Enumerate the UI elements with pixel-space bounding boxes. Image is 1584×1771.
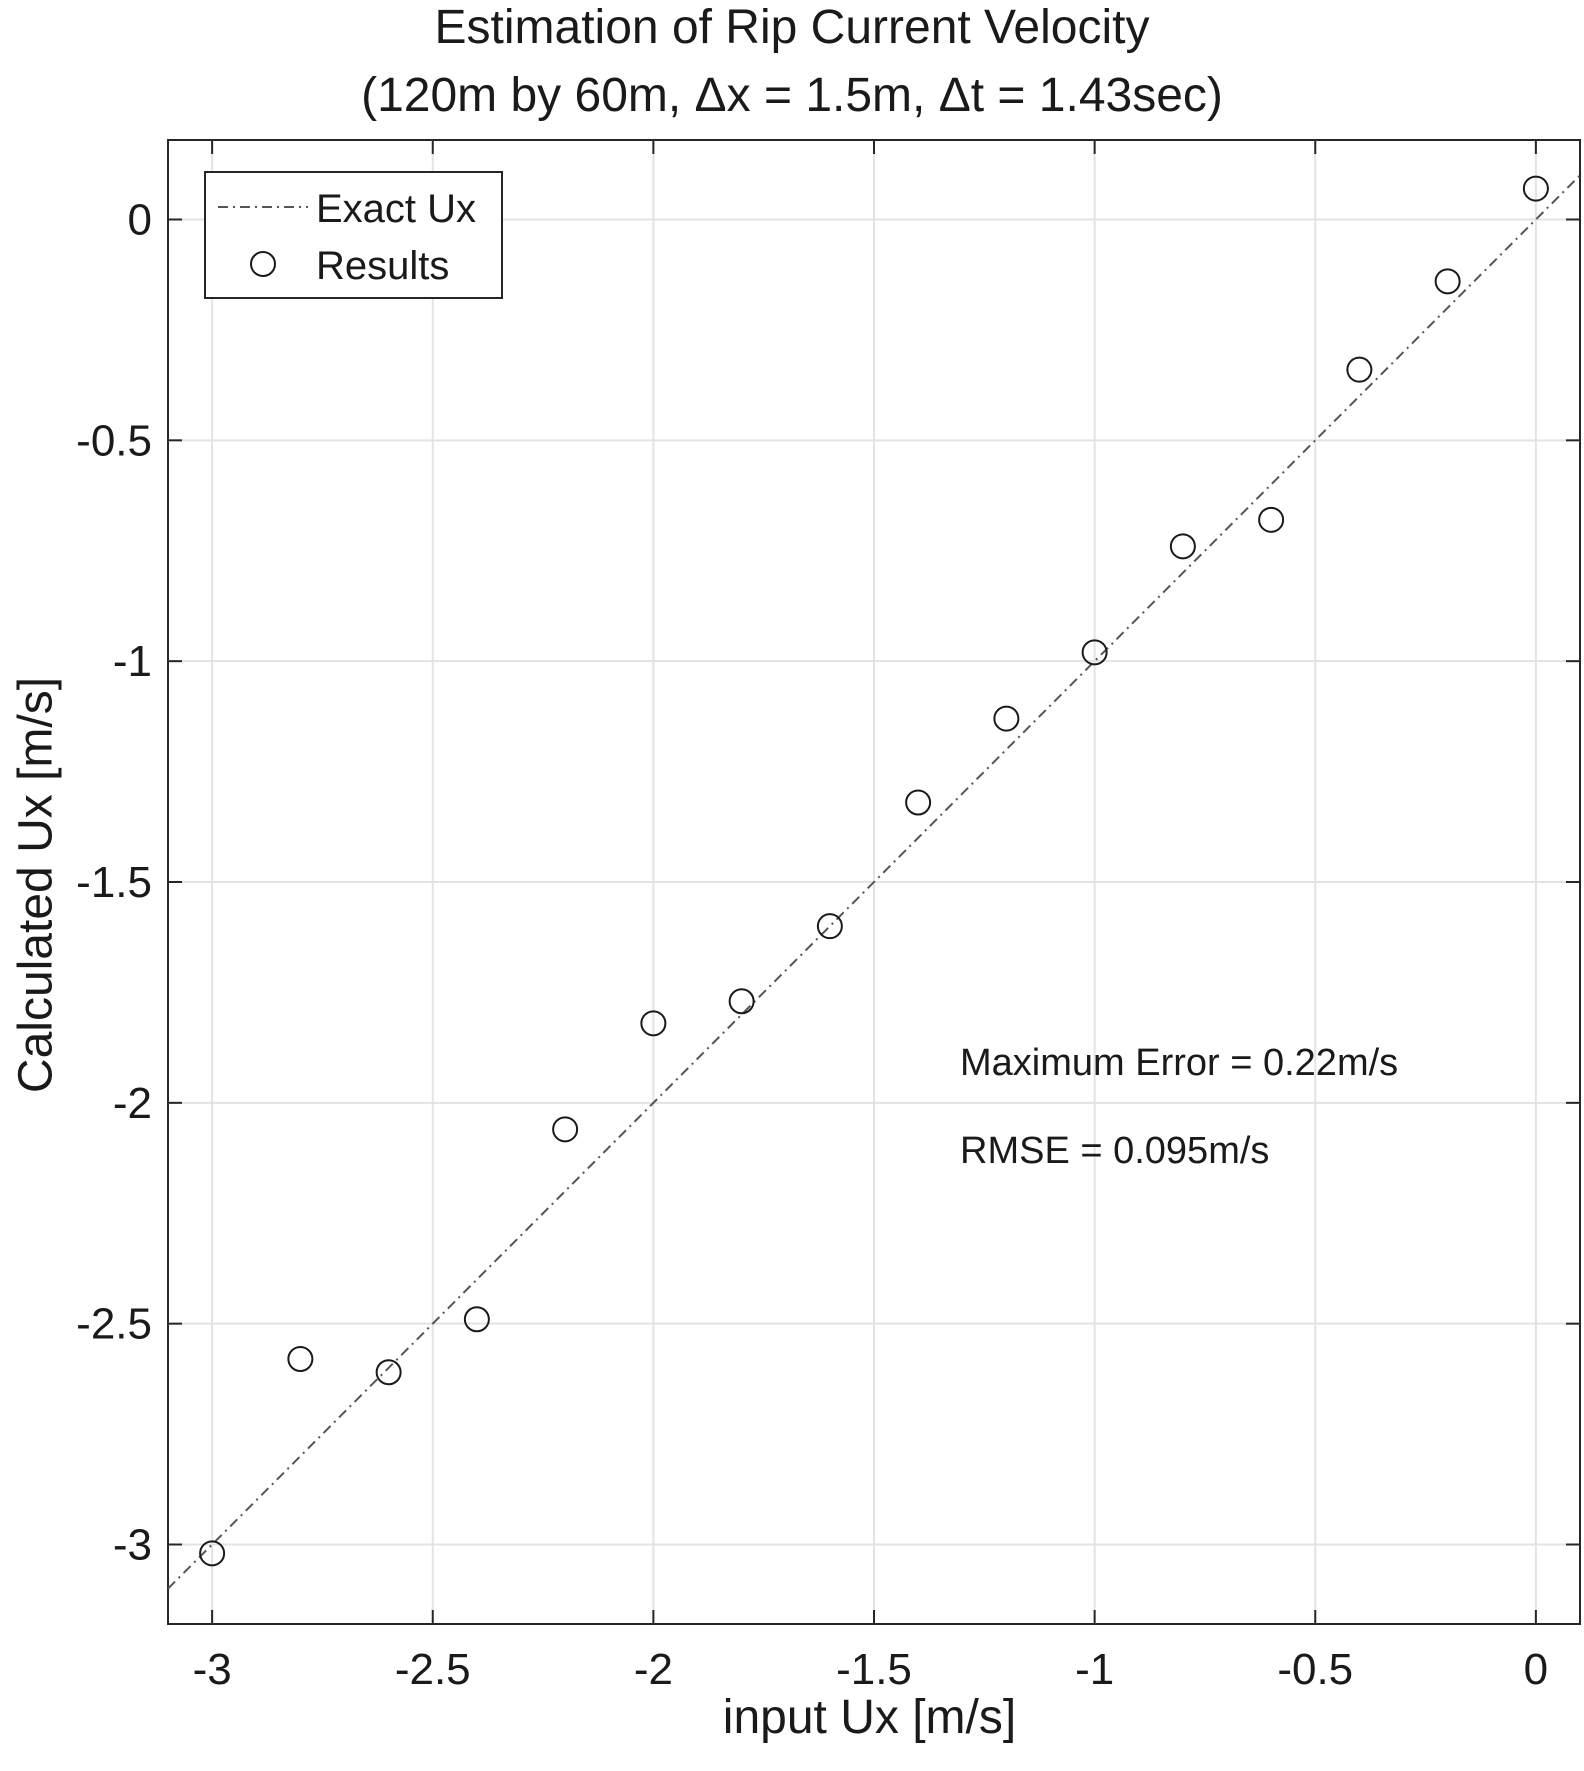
- result-point: [552, 1116, 579, 1143]
- result-point: [287, 1346, 314, 1372]
- result-point: [640, 1010, 667, 1037]
- y-tick-label: -1.5: [76, 858, 152, 907]
- y-tick-label: -1: [113, 637, 152, 686]
- annotation-max-error: Maximum Error = 0.22m/s: [960, 1042, 1398, 1084]
- y-axis-label: Calculated Ux [m/s]: [9, 676, 63, 1094]
- x-tick-label: -2.5: [395, 1645, 471, 1694]
- y-tick-label: 0: [128, 196, 152, 245]
- legend-label-results: Results: [316, 244, 449, 288]
- y-tick-label: -0.5: [76, 416, 152, 465]
- annotation-rmse: RMSE = 0.095m/s: [960, 1130, 1269, 1172]
- result-point: [1081, 639, 1108, 666]
- exact-ux-line: [167, 174, 1581, 1590]
- result-point: [728, 988, 755, 1015]
- result-point: [463, 1306, 490, 1333]
- x-tick-label: -1: [1075, 1645, 1114, 1694]
- tick-labels: -3 -2.5 -2 -1.5 -1 -0.5 0 0 -0.5 -1 -1.5 -2 -2.5 -3: [76, 196, 1548, 1695]
- x-tick-label: -2: [634, 1645, 673, 1694]
- result-point: [199, 1540, 226, 1567]
- y-tick-label: -2: [113, 1079, 152, 1128]
- result-point: [375, 1359, 402, 1386]
- result-point: [1522, 175, 1549, 202]
- chart-title-line-1: Estimation of Rip Current Velocity: [434, 1, 1150, 54]
- result-point: [905, 789, 932, 816]
- x-tick-label: -1.5: [836, 1645, 912, 1694]
- result-point: [1346, 356, 1373, 383]
- chart-title-line-2: (120m by 60m, Δx = 1.5m, Δt = 1.43sec): [361, 69, 1223, 122]
- result-point: [1258, 506, 1285, 533]
- x-tick-label: 0: [1524, 1645, 1548, 1694]
- series-layer: [167, 174, 1581, 1590]
- y-tick-label: -2.5: [76, 1300, 152, 1349]
- x-tick-label: -0.5: [1277, 1645, 1353, 1694]
- result-point: [1169, 533, 1196, 560]
- result-point: [1434, 268, 1461, 295]
- annotation-group: Maximum Error = 0.22m/s RMSE = 0.095m/s: [960, 1042, 1398, 1172]
- result-point: [816, 913, 843, 940]
- legend-marker-results: [250, 251, 276, 277]
- tick-marks: [168, 140, 1580, 1624]
- y-tick-label: -3: [113, 1521, 152, 1570]
- x-axis-label: input Ux [m/s]: [722, 1691, 1017, 1744]
- legend-label-exact: Exact Ux: [316, 187, 476, 231]
- result-point: [993, 705, 1020, 732]
- legend-box: [204, 171, 503, 299]
- legend: Exact Ux Results: [204, 171, 503, 299]
- x-tick-label: -3: [193, 1645, 232, 1694]
